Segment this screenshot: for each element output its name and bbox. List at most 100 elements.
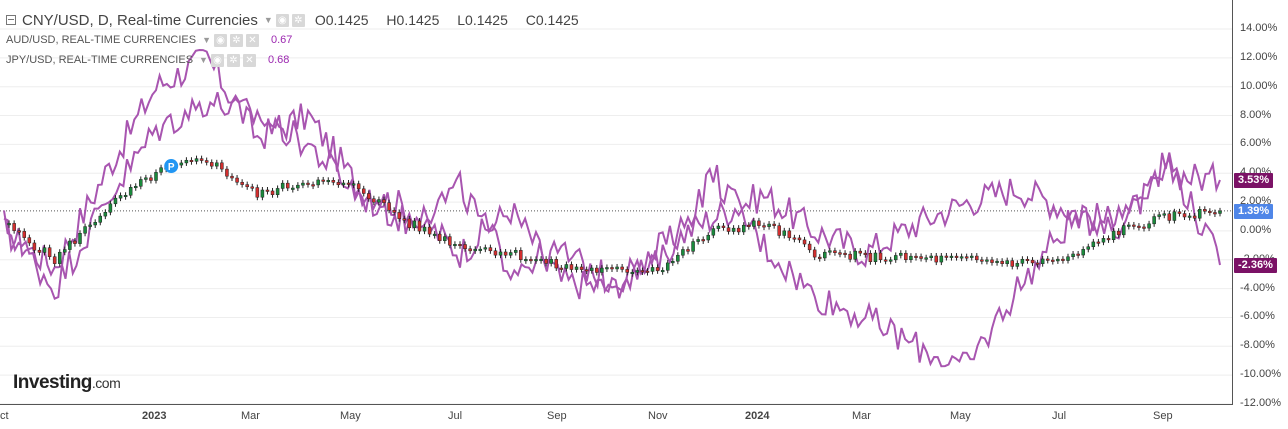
candle-body: [397, 212, 401, 219]
x-tick-label: Sep: [1153, 410, 1173, 422]
candle-body: [154, 172, 158, 181]
candle-body: [184, 159, 189, 164]
candle-body: [595, 267, 599, 273]
candle-body: [1015, 263, 1020, 267]
candle-body: [1177, 211, 1182, 214]
logo-suffix: .com: [91, 375, 121, 391]
candle-body: [22, 231, 27, 238]
event-marker[interactable]: [164, 159, 179, 174]
candle-body: [1147, 223, 1151, 229]
candle-body: [1051, 259, 1055, 262]
chevron-down-icon[interactable]: ▼: [199, 55, 208, 65]
candle-body: [128, 187, 133, 196]
eye-icon[interactable]: ◉: [214, 33, 227, 47]
candle-body: [980, 259, 984, 262]
close-icon[interactable]: ✕: [242, 53, 256, 67]
candle-body: [741, 224, 746, 233]
gear-icon[interactable]: ✲: [230, 33, 243, 47]
candlestick-series[interactable]: [7, 155, 1222, 277]
y-tick-label: 6.00%: [1240, 137, 1272, 150]
candle-body: [478, 248, 483, 251]
y-tick-label: 10.00%: [1240, 79, 1278, 92]
candle-body: [133, 186, 138, 189]
x-tick-label: 2024: [745, 410, 770, 422]
candle-body: [828, 250, 832, 253]
candle-body: [676, 254, 680, 262]
candle-body: [194, 158, 199, 162]
gear-icon[interactable]: ✲: [226, 53, 240, 67]
eye-icon[interactable]: ◉: [210, 53, 224, 67]
candle-body: [27, 237, 32, 244]
candle-body: [681, 249, 685, 256]
candle-body: [883, 259, 888, 262]
candle-body: [812, 249, 817, 258]
candle-body: [1152, 216, 1156, 225]
candle-body: [382, 199, 386, 203]
y-tick-label: -12.00%: [1240, 397, 1281, 409]
candle-body: [1030, 259, 1035, 264]
x-tick-label: May: [950, 410, 971, 422]
comparison-label[interactable]: AUD/USD, REAL-TIME CURRENCIES: [6, 34, 197, 46]
candle-body: [747, 224, 751, 227]
candle-body: [549, 259, 553, 264]
candle-body: [995, 260, 999, 263]
series-line-aud-usd[interactable]: [3, 48, 1221, 300]
candle-body: [544, 258, 548, 264]
candle-body: [1127, 224, 1131, 227]
eye-icon[interactable]: ◉: [275, 13, 289, 27]
candle-body: [1045, 258, 1050, 261]
candle-body: [326, 180, 331, 183]
candle-body: [696, 239, 700, 242]
candle-body: [1071, 253, 1075, 258]
candle-body: [215, 162, 219, 167]
candle-body: [721, 225, 726, 228]
series-line-jpy-usd[interactable]: [3, 91, 1221, 368]
candle-body: [118, 195, 123, 199]
candle-body: [387, 202, 391, 211]
candle-body: [47, 247, 52, 257]
main-series-title[interactable]: CNY/USD, D, Real-time Currencies: [22, 11, 258, 29]
candle-body: [1142, 226, 1146, 229]
candle-body: [240, 181, 244, 185]
candle-body: [280, 182, 285, 189]
candle-body: [209, 162, 214, 167]
candle-body: [534, 259, 538, 262]
candle-body: [660, 270, 665, 273]
comparison-label[interactable]: JPY/USD, REAL-TIME CURRENCIES: [6, 54, 194, 66]
chevron-down-icon[interactable]: ▼: [263, 15, 273, 25]
collapse-icon[interactable]: [6, 15, 16, 25]
candle-body: [584, 269, 589, 272]
candle-body: [367, 193, 371, 199]
candle-body: [564, 264, 569, 269]
candle-body: [32, 242, 37, 251]
comparison-value: 0.67: [271, 34, 293, 46]
comparison-legend-aud[interactable]: AUD/USD, REAL-TIME CURRENCIES ▼ ◉ ✲ ✕ 0.…: [6, 30, 593, 50]
candle-body: [954, 255, 959, 258]
comparison-legend-jpy[interactable]: JPY/USD, REAL-TIME CURRENCIES ▼ ◉ ✲ ✕ 0.…: [6, 50, 593, 70]
candle-body: [63, 249, 67, 253]
candle-body: [1056, 258, 1060, 262]
candle-body: [356, 183, 361, 190]
chevron-down-icon[interactable]: ▼: [202, 35, 211, 45]
candle-body: [777, 225, 781, 236]
candle-body: [848, 253, 852, 260]
candle-body: [1213, 212, 1217, 215]
candle-body: [1187, 215, 1192, 218]
candle-body: [635, 270, 640, 273]
candle-body: [235, 177, 239, 183]
comparison-value: 0.68: [267, 54, 290, 66]
candle-body: [204, 160, 209, 163]
main-series-legend[interactable]: CNY/USD, D, Real-time Currencies ▼ ◉ ✲ O…: [6, 10, 593, 30]
candle-body: [823, 251, 827, 259]
candle-body: [878, 252, 883, 261]
candle-body: [893, 255, 898, 261]
candle-body: [503, 251, 508, 256]
candle-body: [1162, 213, 1167, 216]
candle-body: [1167, 213, 1172, 221]
close-icon[interactable]: ✕: [246, 33, 259, 47]
candle-body: [1137, 225, 1141, 228]
gear-icon[interactable]: ✲: [291, 13, 305, 27]
candle-body: [296, 184, 300, 189]
candle-body: [377, 199, 381, 203]
